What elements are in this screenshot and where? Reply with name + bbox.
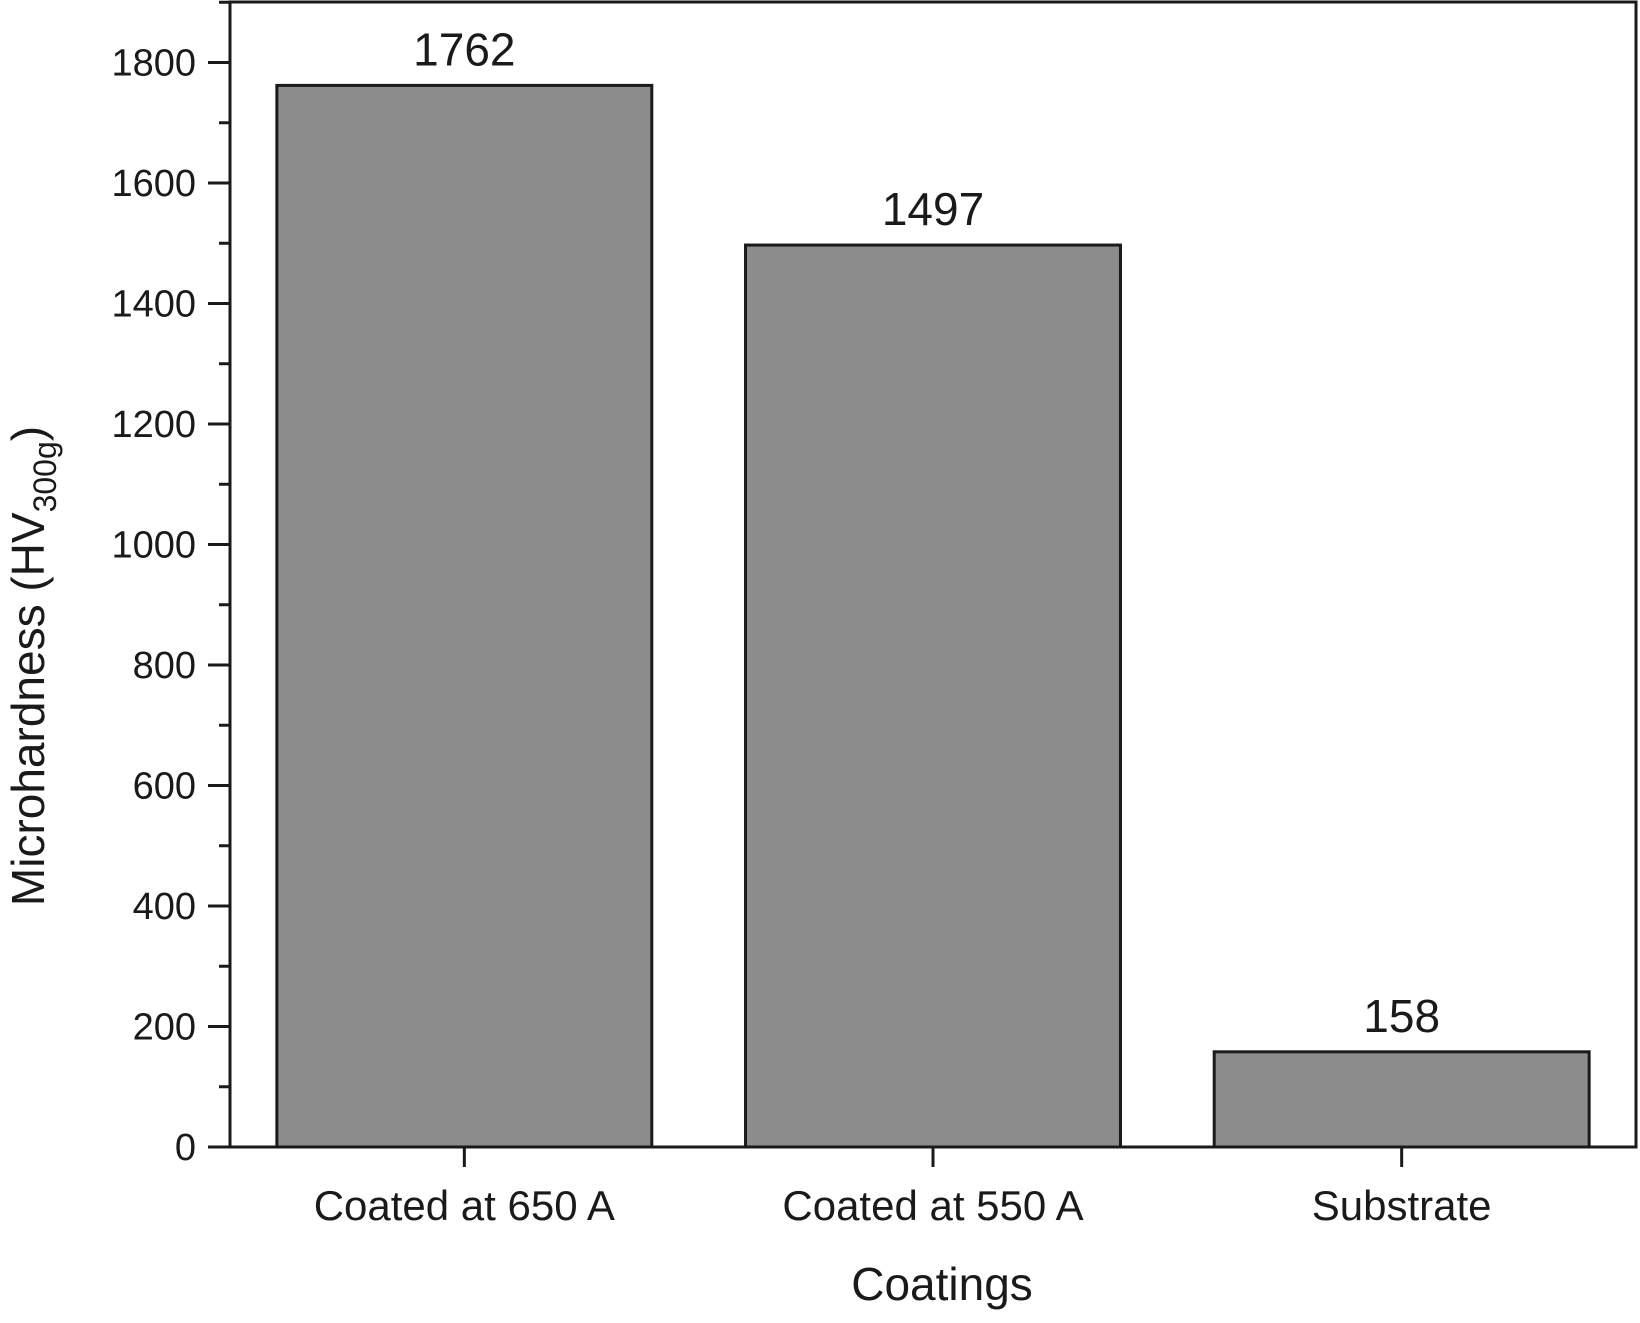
- y-tick-label-800: 800: [133, 645, 196, 687]
- y-tick-label-1600: 1600: [111, 163, 196, 205]
- bar-3: [1212, 1050, 1591, 1149]
- bar-2: [744, 243, 1122, 1149]
- y-axis-title: Microhardness (HV300g): [2, 426, 63, 906]
- x-axis-title: Coatings: [851, 1258, 1033, 1310]
- y-axis-title-main: Microhardness (HV: [2, 512, 54, 906]
- y-ticks-group: 0 200 400 600 800 1000 1200 1400 1600 1800: [111, 0, 230, 1169]
- value-label-2: 1497: [882, 183, 984, 235]
- value-labels-group: 1762 1497 158: [413, 23, 1440, 1041]
- value-label-1: 1762: [413, 23, 515, 75]
- y-tick-label-1200: 1200: [111, 404, 196, 446]
- x-tick-label-1: Coated at 650 A: [314, 1182, 615, 1229]
- y-tick-label-1400: 1400: [111, 284, 196, 326]
- y-tick-label-200: 200: [133, 1007, 196, 1049]
- x-ticks-group: Coated at 650 A Coated at 550 A Substrate: [314, 1147, 1492, 1229]
- y-tick-label-400: 400: [133, 886, 196, 928]
- bar-1: [275, 83, 654, 1149]
- bars-group: [275, 83, 1591, 1149]
- y-tick-label-1000: 1000: [111, 525, 196, 567]
- y-tick-label-1800: 1800: [111, 43, 196, 85]
- y-tick-label-0: 0: [175, 1127, 196, 1169]
- y-axis-title-close: ): [2, 426, 54, 441]
- y-tick-label-600: 600: [133, 766, 196, 808]
- y-axis-title-subscript: 300g: [27, 441, 63, 512]
- x-tick-label-3: Substrate: [1312, 1182, 1492, 1229]
- x-tick-label-2: Coated at 550 A: [782, 1182, 1083, 1229]
- value-label-3: 158: [1363, 990, 1440, 1042]
